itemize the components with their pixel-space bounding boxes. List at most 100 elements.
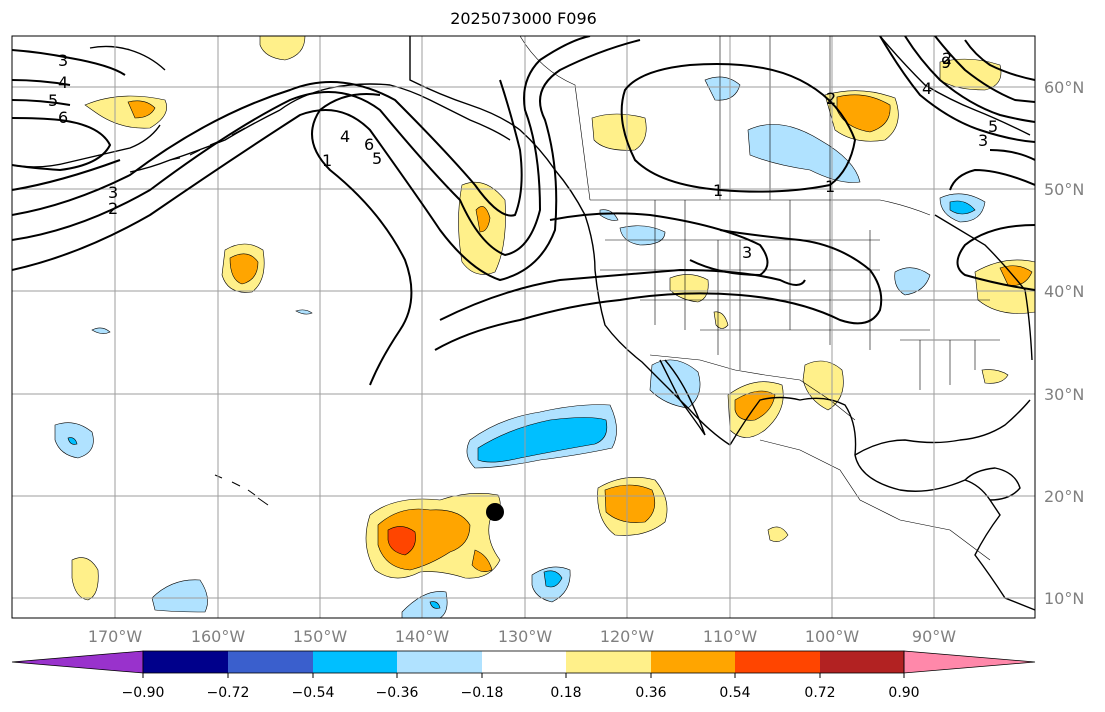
negative-anomaly-region [477, 417, 608, 463]
colorbar-tick-label: 0.36 [635, 685, 666, 701]
island-layer [169, 127, 269, 506]
contour-line [12, 36, 591, 257]
colorbar-tick-label: −0.36 [376, 685, 419, 701]
negative-anomaly-region [401, 591, 448, 618]
contour-line [620, 63, 857, 193]
colorbar-tick-label: 0.72 [804, 685, 835, 701]
coastline-siberia [12, 124, 161, 168]
border-mexico-states [759, 439, 991, 561]
contour-label: 1 [713, 181, 723, 200]
coastline-hudson [879, 36, 1031, 136]
contour-line [439, 268, 806, 321]
negative-anomaly-region [429, 601, 441, 609]
positive-anomaly-region [669, 274, 709, 303]
positive-anomaly-region [802, 360, 844, 411]
negative-anomaly-region [295, 309, 313, 315]
border-us-canada [590, 199, 931, 216]
colorbar-extend-low [11, 650, 144, 674]
negative-anomaly-region [649, 359, 701, 409]
map-frame [11, 35, 1036, 619]
anomaly-fill-layer [54, 36, 1035, 618]
positive-anomaly-region [377, 508, 471, 571]
contour-line [949, 168, 1035, 191]
lat-tick-label: 40°N [1044, 282, 1084, 301]
contour-label: 3 [108, 183, 118, 202]
contour-label: 1 [825, 177, 835, 196]
contour-line [12, 49, 126, 121]
lon-tick-label: 130°W [498, 627, 553, 646]
negative-anomaly-region [91, 327, 111, 334]
negative-anomaly-region [543, 570, 563, 588]
contour-label: 5 [988, 117, 998, 136]
contour-line [12, 39, 641, 282]
positive-anomaly-region [981, 369, 1009, 384]
colorbar: −0.90 −0.72 −0.54 −0.36 −0.18 0.18 0.36 … [11, 650, 1036, 701]
contour-label: 5 [372, 149, 382, 168]
positive-anomaly-region [84, 95, 167, 129]
lat-tick-label: 50°N [1044, 180, 1084, 199]
contour-layer [12, 36, 1035, 386]
coastline-east [934, 214, 1033, 361]
contour-line [964, 39, 1035, 81]
negative-anomaly-region [704, 76, 741, 101]
colorbar-segment [482, 651, 566, 673]
coastline-baja [659, 359, 706, 436]
positive-anomaly-region [713, 311, 729, 329]
colorbar-segment [566, 651, 651, 673]
colorbar-frame [142, 650, 905, 674]
contour-line [989, 149, 1035, 161]
positive-anomaly-region [475, 206, 491, 233]
positive-anomaly-region [604, 484, 656, 523]
map-title: 2025073000 F096 [450, 9, 597, 28]
coastline-yucatan [964, 467, 1021, 501]
colorbar-tick-label: −0.18 [461, 685, 504, 701]
contour-line [879, 36, 1035, 143]
positive-anomaly-region [71, 557, 99, 601]
lat-tick-label: 10°N [1044, 589, 1084, 608]
positive-anomaly-region [229, 253, 259, 285]
contour-line [934, 36, 1035, 103]
coastline-alaska [279, 83, 511, 141]
contour-label: 1 [322, 151, 332, 170]
contour-label: 4 [58, 73, 68, 92]
negative-anomaly-region [151, 579, 208, 613]
colorbar-tick-label: 0.18 [550, 685, 581, 701]
contour-label: 3 [58, 51, 68, 70]
coastline-alaska-peninsula [129, 109, 281, 173]
lat-tick-label: 30°N [1044, 385, 1084, 404]
colorbar-tick-label: −0.90 [122, 685, 165, 701]
contour-label: 4 [340, 127, 350, 146]
negative-anomaly-region [949, 200, 976, 215]
contour-line [904, 36, 1035, 123]
colorbar-extend-high [903, 650, 1036, 674]
hawaii-islands [214, 474, 269, 506]
contour-label: 2 [826, 89, 836, 108]
contour-line [311, 93, 413, 386]
contour-label-layer: 3 4 5 6 3 2 1 4 6 5 1 3 1 2 2 9 4 5 3 [48, 49, 998, 262]
lat-tick-label: 60°N [1044, 78, 1084, 97]
lat-tick-label: 20°N [1044, 487, 1084, 506]
colorbar-segment [735, 651, 820, 673]
colorbar-tick-label: −0.72 [207, 685, 250, 701]
negative-anomaly-region [599, 209, 619, 221]
black-dot-marker [486, 503, 504, 521]
lon-axis: 170°W 160°W 150°W 140°W 130°W 120°W 110°… [88, 627, 956, 646]
contour-line [12, 159, 121, 191]
lon-tick-label: 110°W [703, 627, 758, 646]
lon-tick-label: 140°W [395, 627, 450, 646]
contour-label: 5 [48, 91, 58, 110]
colorbar-segment [228, 651, 313, 673]
negative-anomaly-region [894, 267, 931, 296]
colorbar-segment [143, 651, 228, 673]
contour-line [434, 229, 883, 351]
colorbar-segment [397, 651, 482, 673]
lon-tick-label: 120°W [600, 627, 655, 646]
lon-tick-label: 150°W [293, 627, 348, 646]
contour-label: 3 [978, 131, 988, 150]
colorbar-segment [313, 651, 397, 673]
lon-tick-label: 160°W [191, 627, 246, 646]
lat-axis: 60°N 50°N 40°N 30°N 20°N 10°N [1044, 78, 1084, 608]
positive-anomaly-region [387, 526, 416, 556]
contour-label: 3 [742, 243, 752, 262]
colorbar-tick-label: 0.90 [888, 685, 919, 701]
